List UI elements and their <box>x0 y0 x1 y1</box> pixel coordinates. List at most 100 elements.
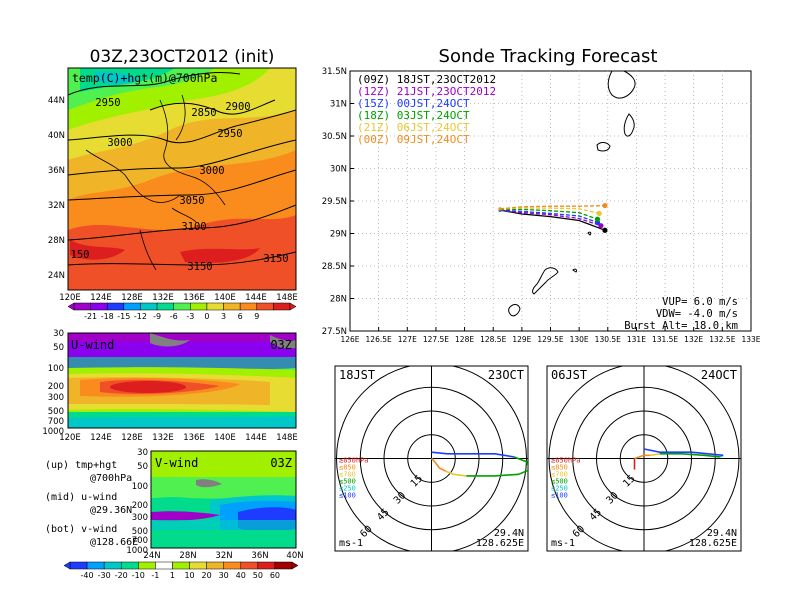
level-legend: ≤500 <box>551 478 568 486</box>
site-lon: 128.625E <box>689 538 737 549</box>
lat-tick: 44N <box>48 96 65 106</box>
colorbar-label: -1 <box>151 571 159 580</box>
track-line <box>500 209 602 227</box>
panel-notes: (up) tmp+hgt @700hPa (mid) u-wind @29.36… <box>45 460 138 548</box>
hodograph-time: 06JST <box>551 368 587 382</box>
level-legend: ≤850 <box>339 464 356 472</box>
y-tick-label: 28N <box>330 295 347 305</box>
lon-tick: 120E <box>59 433 81 443</box>
colorbar-swatch <box>239 302 258 311</box>
hodograph-trace <box>650 453 660 457</box>
map-contour-labels: 2950 2850 2900 2950 3000 3000 3050 3100 … <box>71 97 289 273</box>
y-tick-label: 29.5N <box>322 197 347 207</box>
track-line <box>500 207 600 215</box>
track-line <box>500 208 598 220</box>
landing-point <box>596 210 602 216</box>
lon-tick: 144E <box>245 433 267 443</box>
hodograph-trace <box>634 454 651 460</box>
hodograph-time: 18JST <box>339 368 375 382</box>
colorbar-swatch <box>189 561 207 570</box>
colorbar-swatch <box>257 561 276 570</box>
site-lat: 29.4N <box>494 528 524 539</box>
x-tick-label: 133E <box>741 335 760 344</box>
lon-tick: 120E <box>59 293 81 303</box>
level-legend: ≤250 <box>339 485 356 493</box>
p-tick: 200 <box>48 382 64 392</box>
colorbar-swatch <box>156 302 174 311</box>
lat-tick: 40N <box>286 551 303 561</box>
lat-tick: 36N <box>48 166 65 176</box>
lat-tick: 32N <box>215 551 232 561</box>
legend-entry: (00Z) 09JST,24OCT <box>357 133 470 146</box>
right-title: Sonde Tracking Forecast <box>439 46 658 67</box>
param-vdw: VDW= -4.0 m/s <box>656 308 738 320</box>
colorbar-label: -21 <box>84 312 97 321</box>
hodograph-trace <box>430 457 447 472</box>
landing-point <box>594 216 601 222</box>
track-line <box>500 204 605 210</box>
landing-point <box>602 202 608 209</box>
p-tick: 300 <box>132 513 148 523</box>
x-tick-label: 128E <box>455 335 474 344</box>
track-grid <box>349 70 752 332</box>
landing-point <box>602 227 608 233</box>
temperature-map <box>68 68 296 290</box>
contour-label: 150 <box>71 249 90 261</box>
x-tick-label: 126E <box>340 335 359 344</box>
colorbar-swatch <box>206 302 224 311</box>
p-tick: 100 <box>132 482 148 492</box>
colorbar-swatch <box>120 561 139 570</box>
p-tick: 50 <box>53 343 64 353</box>
v-wind-frame <box>150 450 297 549</box>
colorbar-label: 6 <box>238 312 243 321</box>
note-line: (mid) u-wind <box>45 492 117 503</box>
colorbar-swatch <box>206 561 224 570</box>
y-tick-label: 29N <box>330 230 347 240</box>
landing-point <box>598 223 604 229</box>
note-line: @29.36N <box>90 505 132 516</box>
v-wind-section <box>151 451 296 548</box>
u-wind-x-ticks: 120E 124E 128E 132E 136E 140E 144E 148E <box>59 433 298 443</box>
track-series <box>498 202 608 233</box>
x-tick-label: 128.5E <box>480 335 506 344</box>
y-tick-label: 28.5N <box>322 262 347 272</box>
colorbar-arrow <box>291 561 299 570</box>
x-tick-label: 131.5E <box>652 335 678 344</box>
hodograph-date: 24OCT <box>701 368 737 382</box>
y-tick-label: 30.5N <box>322 132 347 142</box>
colorbar-label: -3 <box>186 312 194 321</box>
p-tick: 30 <box>53 329 64 339</box>
param-vup: VUP= 6.0 m/s <box>662 296 738 308</box>
colorbar-swatch <box>106 302 125 311</box>
track-y-ticks: 31.5N 31N 30.5N 30N 29.5N 29N 28.5N 28N 27.5N <box>322 67 347 337</box>
x-tick-label: 132E <box>684 335 703 344</box>
colorbar-swatch <box>223 302 241 311</box>
contour-label: 3150 <box>263 253 288 265</box>
lon-tick: 128E <box>121 293 143 303</box>
lat-tick: 40N <box>48 131 65 141</box>
u-wind-frame <box>67 332 297 429</box>
v-wind-label: V-wind <box>155 456 198 470</box>
colorbar-swatch <box>273 302 291 311</box>
lon-tick: 132E <box>152 293 174 303</box>
note-line: @128.66E <box>90 537 138 548</box>
colorbar-label: -9 <box>153 312 161 321</box>
y-tick-label: 30N <box>330 165 347 175</box>
colorbar-label: 30 <box>219 571 229 580</box>
x-tick-label: 127E <box>398 335 417 344</box>
lon-tick: 136E <box>183 293 205 303</box>
colorbar-swatch <box>73 302 91 311</box>
track-x-ticks: 126E 126.5E 127E 127.5E 128E 128.5E 129E 129.5E… <box>340 335 760 344</box>
hodograph-trace <box>431 451 514 458</box>
track-line <box>499 209 606 231</box>
lat-tick: 28N <box>48 236 65 246</box>
u-wind-section <box>68 333 296 428</box>
colorbar-label: -6 <box>170 312 178 321</box>
colorbar-swatch <box>86 561 105 570</box>
colorbar-label: 40 <box>236 571 246 580</box>
lon-tick: 144E <box>245 293 267 303</box>
track-line <box>500 209 598 224</box>
